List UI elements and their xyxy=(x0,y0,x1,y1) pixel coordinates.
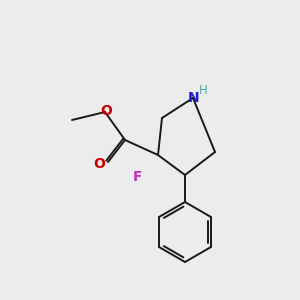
Text: H: H xyxy=(199,83,207,97)
Text: O: O xyxy=(100,104,112,118)
Text: F: F xyxy=(133,170,143,184)
Text: O: O xyxy=(93,157,105,171)
Text: N: N xyxy=(188,91,200,105)
